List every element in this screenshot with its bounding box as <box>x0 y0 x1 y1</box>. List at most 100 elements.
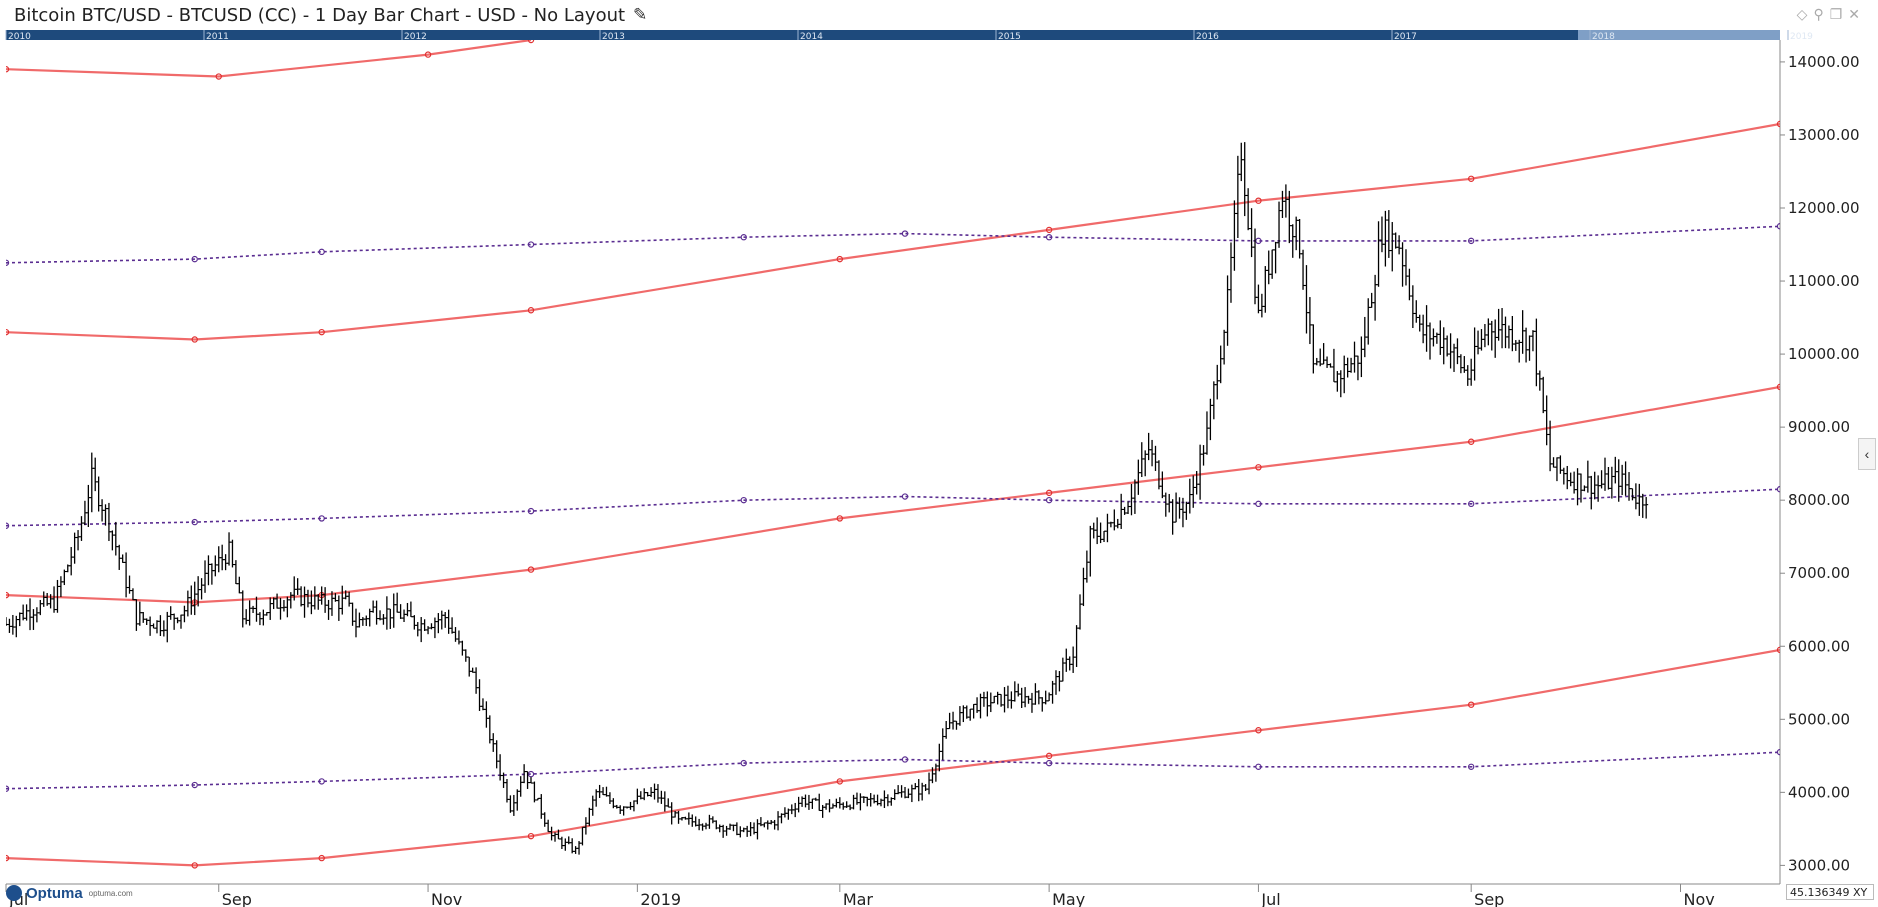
line-marker <box>901 756 909 763</box>
y-tick-label: 6000.00 <box>1788 637 1850 655</box>
line-marker <box>191 862 198 869</box>
y-tick-label: 5000.00 <box>1788 710 1850 728</box>
y-tick-label: 12000.00 <box>1788 199 1860 217</box>
line-marker <box>836 778 844 785</box>
cycle-line-solid[interactable] <box>6 122 1780 341</box>
y-tick-label: 7000.00 <box>1788 564 1850 582</box>
cycle-line-solid[interactable] <box>6 385 1780 604</box>
overview-year-label: 2017 <box>1394 32 1417 42</box>
line-marker <box>527 566 535 573</box>
x-tick-label: Sep <box>222 890 252 907</box>
line-marker <box>901 230 909 237</box>
line-marker <box>1776 120 1780 128</box>
readout-suffix: XY <box>1853 886 1868 899</box>
chart-title: Bitcoin BTC/USD - BTCUSD (CC) - 1 Day Ba… <box>14 5 626 26</box>
line-marker <box>1255 237 1262 245</box>
line-marker <box>527 507 535 515</box>
overview-year-label: 2013 <box>602 32 625 42</box>
x-tick-label: Nov <box>1683 890 1714 907</box>
overview-year-label: 2016 <box>1196 32 1219 42</box>
line-marker <box>191 781 198 789</box>
diamond-icon[interactable]: ◇ <box>1796 6 1814 22</box>
window-controls: ◇⚲❐✕ <box>1797 6 1866 23</box>
line-marker <box>6 259 10 266</box>
line-marker <box>6 522 10 529</box>
line-marker <box>1045 489 1053 497</box>
restore-icon[interactable]: ❐ <box>1829 6 1849 22</box>
cycle-line-solid[interactable] <box>6 648 1780 867</box>
line-marker <box>1045 234 1053 241</box>
overview-year-label: 2011 <box>206 32 229 42</box>
line-marker <box>6 854 10 862</box>
line-marker <box>1045 496 1053 504</box>
cycle-line-solid[interactable] <box>6 40 532 78</box>
line-marker <box>1776 748 1780 756</box>
line-marker <box>1467 175 1475 182</box>
cycle-line-dotted[interactable] <box>6 488 1780 527</box>
optuma-logo: Optuma optuma.com <box>6 882 133 904</box>
chart-canvas[interactable]: 2010 2011 2012 2013 2014 2015 2016 2017 2018 2019… <box>0 30 1878 907</box>
line-marker <box>318 778 325 785</box>
line-marker <box>527 241 535 248</box>
line-marker <box>1255 727 1262 734</box>
line-marker <box>6 785 10 792</box>
y-tick-label: 10000.00 <box>1788 345 1860 363</box>
line-marker <box>318 515 325 522</box>
line-marker <box>6 591 10 599</box>
cursor-readout: 45.136349 XY <box>1786 884 1874 900</box>
line-marker <box>1467 701 1475 708</box>
line-marker <box>6 328 10 336</box>
y-tick-label: 13000.00 <box>1788 126 1860 144</box>
x-tick-label: Jul <box>1260 890 1280 907</box>
line-marker <box>740 496 747 504</box>
line-marker <box>1255 500 1262 508</box>
line-marker <box>1776 383 1780 391</box>
pencil-icon[interactable]: ✎ <box>633 5 648 24</box>
line-marker <box>1255 464 1262 471</box>
logo-text: Optuma <box>26 884 83 902</box>
line-marker <box>740 234 747 241</box>
pin-icon[interactable]: ⚲ <box>1813 6 1830 22</box>
y-tick-label: 11000.00 <box>1788 272 1860 290</box>
y-tick-label: 9000.00 <box>1788 418 1850 436</box>
cycle-line-dotted[interactable] <box>6 751 1780 790</box>
overview-year-label: 2018 <box>1592 32 1615 42</box>
x-tick-label: May <box>1052 890 1085 907</box>
overview-year-label: 2019 <box>1790 32 1813 42</box>
line-marker <box>191 255 198 263</box>
line-marker <box>1467 237 1475 245</box>
line-marker <box>1467 438 1475 445</box>
line-marker <box>424 51 432 58</box>
line-marker <box>836 255 844 263</box>
logo-icon <box>6 885 22 901</box>
x-tick-label: Sep <box>1474 890 1504 907</box>
line-marker <box>1255 197 1262 204</box>
line-marker <box>318 854 325 862</box>
overview-year-label: 2014 <box>800 32 823 42</box>
line-marker <box>740 759 747 767</box>
line-marker <box>527 770 535 778</box>
y-tick-label: 8000.00 <box>1788 491 1850 509</box>
close-icon[interactable]: ✕ <box>1848 6 1866 22</box>
line-marker <box>318 248 325 256</box>
line-marker <box>527 40 535 44</box>
line-marker <box>1776 486 1780 493</box>
line-marker <box>1045 752 1053 760</box>
line-marker <box>191 518 198 526</box>
y-tick-label: 14000.00 <box>1788 53 1860 71</box>
line-marker <box>901 493 909 500</box>
collapse-panel-button[interactable]: ‹ <box>1858 438 1876 470</box>
overview-year-label: 2015 <box>998 32 1021 42</box>
line-marker <box>1467 500 1475 508</box>
line-marker <box>1045 759 1053 767</box>
cycle-line-dotted[interactable] <box>6 225 1780 264</box>
overview-bar[interactable] <box>6 30 1780 40</box>
line-marker <box>527 832 535 840</box>
line-marker <box>1467 763 1475 770</box>
line-marker <box>1045 226 1053 234</box>
line-marker <box>6 66 10 73</box>
x-tick-label: Mar <box>843 890 874 907</box>
line-marker <box>836 515 844 522</box>
line-marker <box>1776 646 1780 654</box>
overview-window[interactable] <box>1578 30 1780 40</box>
